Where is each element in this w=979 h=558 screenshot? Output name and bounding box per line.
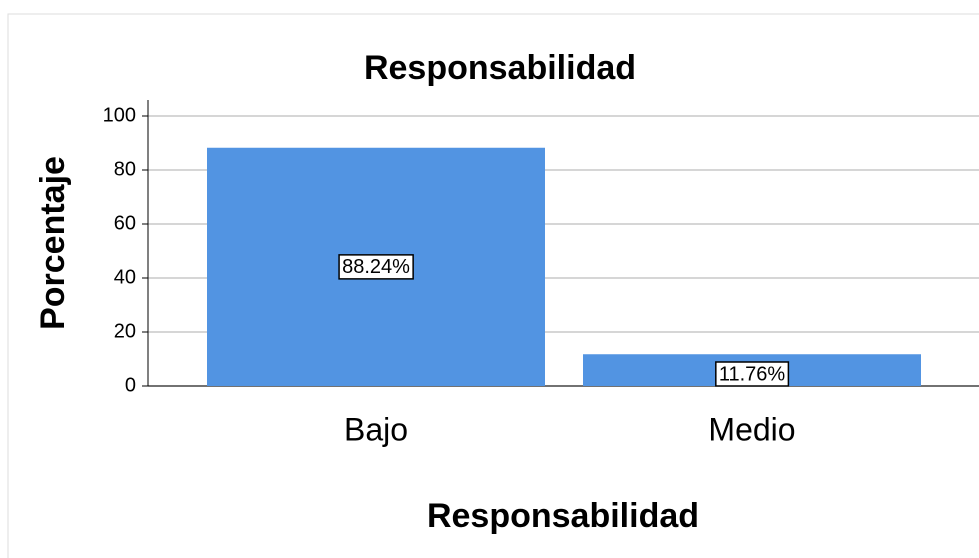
y-tick-label: 0 — [125, 374, 136, 396]
x-tick-label: Bajo — [344, 411, 408, 447]
y-tick-label: 20 — [114, 320, 136, 342]
value-label-box — [338, 254, 414, 280]
value-label: 11.76% — [719, 363, 786, 385]
value-label: 88.24% — [342, 256, 410, 278]
value-label-box — [715, 361, 790, 387]
y-tick-label: 60 — [114, 212, 136, 234]
y-tick-label: 80 — [114, 158, 136, 180]
x-tick-label: Medio — [708, 411, 795, 447]
y-axis-title: Porcentaje — [34, 156, 72, 330]
chart-title: Responsabilidad — [364, 49, 636, 87]
y-tick-label: 40 — [114, 266, 136, 288]
y-tick-label: 100 — [103, 104, 136, 126]
x-axis-title: Responsabilidad — [427, 497, 699, 535]
